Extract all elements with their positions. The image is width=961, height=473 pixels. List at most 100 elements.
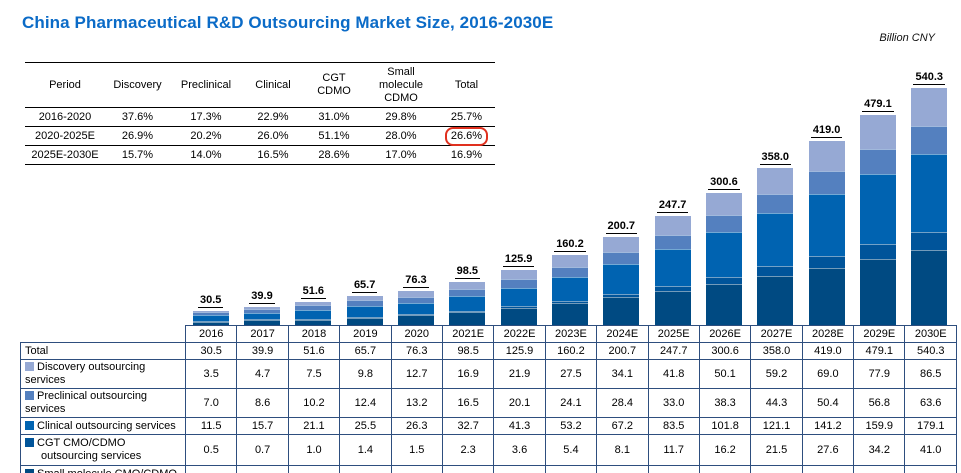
year-header-cell: 2027E [750, 325, 803, 343]
value-cell: 38.3 [698, 388, 752, 418]
value-cell: 10.2 [287, 388, 341, 418]
bar-stack [808, 141, 845, 325]
bar-total-label: 358.0 [759, 150, 792, 165]
bar-column: 300.6 [698, 55, 749, 325]
bar-segment-small-molecule-cmo-cdmo [705, 283, 742, 325]
value-cell: 21.9 [493, 359, 546, 389]
year-header-cell: 2024E [596, 325, 649, 343]
bar-total-label: 419.0 [810, 124, 843, 139]
cagr-highlight-box: 26.6% [444, 127, 489, 146]
bar-segment-discovery [911, 88, 948, 126]
row-label-cell: Discovery outsourcing services [20, 359, 186, 389]
bar-segment-clinical [654, 249, 691, 286]
bar-stack [551, 254, 588, 325]
value-cell: 15.7 [236, 417, 289, 435]
row-label-cell: Total [20, 342, 186, 360]
value-cell: 86.5 [904, 359, 957, 389]
value-cell: 16.5 [441, 388, 495, 418]
bar-segment-cgt-cmo-cdmo [346, 316, 383, 318]
year-header-cell: 2025E [647, 325, 700, 343]
cagr-period-cell: 2025E-2030E [25, 145, 105, 165]
value-cell: 2.3 [441, 434, 495, 466]
value-cell: 50.4 [801, 388, 855, 418]
year-header-cell: 2028E [801, 325, 855, 343]
year-header-cell: 2020 [390, 325, 443, 343]
cagr-value-cell: 17.3% [170, 107, 242, 127]
cagr-value-cell: 29.8% [364, 107, 438, 127]
bar-segment-clinical [757, 213, 794, 267]
value-cell: 16.6 [339, 465, 392, 473]
data-table: 2016 2017 2018 2019 2020 2021E 2022E 2023E 2024E… [20, 325, 957, 473]
bar-stack [654, 216, 691, 325]
bar-segment-cgt-cmo-cdmo [449, 310, 486, 312]
bar-total-label: 98.5 [454, 264, 481, 279]
cagr-header-cell: Small molecule CDMO [364, 62, 438, 108]
bar-segment-preclinical [808, 171, 845, 194]
year-header-cell: 2018 [287, 325, 341, 343]
stacked-bar-chart: 30.5 39.9 51.6 65.7 76.3 98.5 125.9 160.2 200.7 2… [185, 55, 955, 325]
row-label-cell: Preclinical outsourcing services [20, 388, 186, 418]
value-cell: 1.4 [339, 434, 392, 466]
bar-segment-preclinical [654, 234, 691, 250]
legend-swatch [25, 391, 34, 400]
table-row: Preclinical outsourcing services 7.0 8.6 10… [20, 388, 957, 418]
year-header-cell: 2026E [698, 325, 752, 343]
bar-segment-cgt-cmo-cdmo [911, 232, 948, 251]
bar-segment-preclinical [859, 149, 896, 174]
value-cell: 419.0 [801, 342, 855, 360]
table-corner [20, 325, 186, 343]
bar-segment-cgt-cmo-cdmo [397, 314, 434, 316]
bar-segment-discovery [705, 193, 742, 216]
bar-segment-clinical [346, 305, 383, 317]
bar-stack [397, 291, 434, 325]
bar-segment-discovery [603, 237, 640, 252]
bar-segment-discovery [859, 114, 896, 150]
bar-segment-preclinical [500, 279, 537, 289]
bar-stack [911, 88, 948, 325]
value-cell: 67.2 [596, 417, 649, 435]
value-cell: 59.2 [750, 359, 803, 389]
year-header-cell: 2022E [493, 325, 546, 343]
bar-segment-clinical [192, 315, 229, 321]
cagr-value-cell: 37.6% [105, 107, 170, 127]
unit-label: Billion CNY [879, 32, 935, 44]
bar-column: 39.9 [236, 55, 287, 325]
value-cell: 11.8 [287, 465, 341, 473]
value-cell: 1.0 [287, 434, 341, 466]
value-cell: 12.7 [390, 359, 443, 389]
value-cell: 27.5 [544, 359, 598, 389]
value-cell: 25.5 [339, 417, 392, 435]
cagr-value-cell: 16.9% [438, 145, 495, 165]
value-cell: 101.8 [698, 417, 752, 435]
bar-stack [346, 295, 383, 325]
cagr-value-cell: 28.0% [364, 126, 438, 146]
bar-segment-clinical [500, 288, 537, 307]
value-cell: 7.5 [287, 359, 341, 389]
bar-segment-preclinical [243, 308, 280, 313]
bar-segment-small-molecule-cmo-cdmo [603, 297, 640, 325]
cagr-header-cell: Discovery [105, 62, 170, 108]
year-header-cell: 2019 [339, 325, 392, 343]
value-cell: 0.5 [184, 434, 238, 466]
cagr-value-cell: 51.1% [304, 126, 364, 146]
year-header-cell: 2030E [904, 325, 957, 343]
bar-segment-cgt-cmo-cdmo [192, 320, 229, 322]
value-cell: 44.3 [750, 388, 803, 418]
bar-segment-discovery [243, 306, 280, 309]
value-cell: 358.0 [750, 342, 803, 360]
cagr-header-cell: Total [438, 62, 495, 108]
value-cell: 479.1 [853, 342, 906, 360]
bar-segment-clinical [397, 302, 434, 315]
value-cell: 30.5 [184, 342, 238, 360]
cagr-value-cell: 20.2% [170, 126, 242, 146]
value-cell: 21.1 [287, 417, 341, 435]
bar-segment-preclinical [603, 251, 640, 265]
bar-column: 540.3 [904, 55, 955, 325]
value-cell: 121.1 [750, 417, 803, 435]
bar-stack [500, 269, 537, 325]
cagr-header-cell: Preclinical [170, 62, 242, 108]
year-header-cell: 2017 [236, 325, 289, 343]
bar-column: 419.0 [801, 55, 852, 325]
